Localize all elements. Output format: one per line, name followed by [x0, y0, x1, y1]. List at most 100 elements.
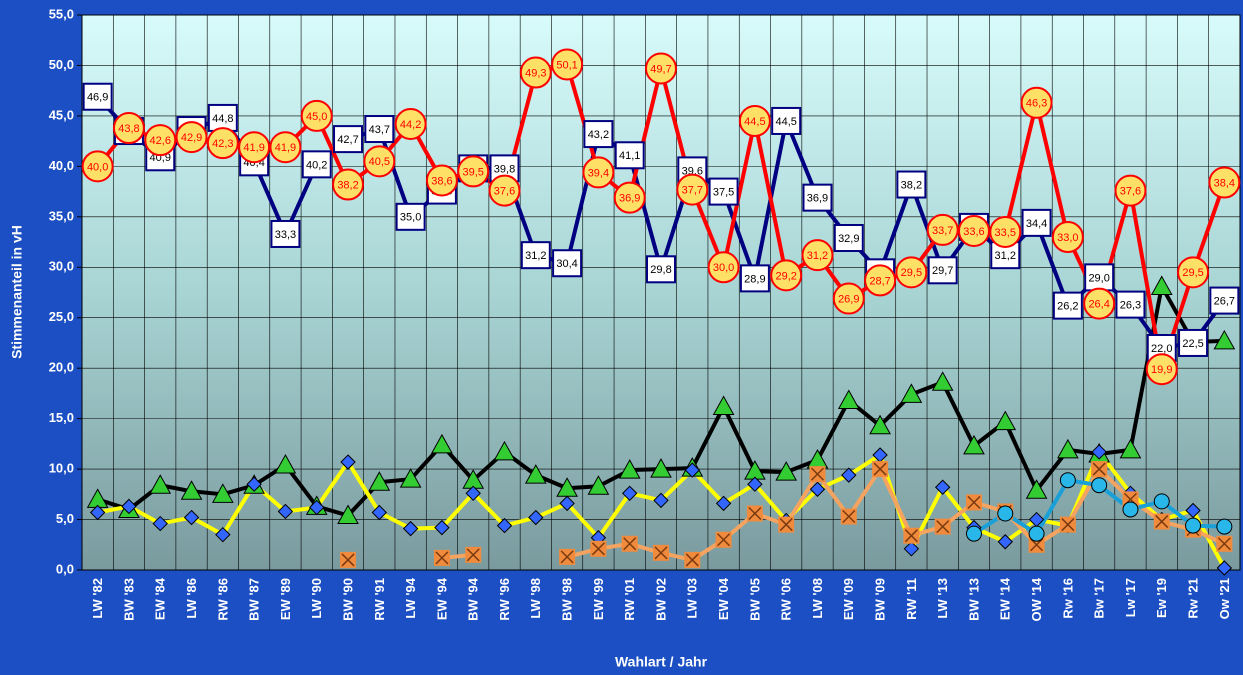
data-label: 26,3: [1120, 300, 1141, 312]
data-label: 38,6: [431, 175, 452, 187]
data-label: 31,2: [807, 250, 828, 262]
data-label: 33,3: [275, 229, 296, 241]
x-tick-label: RW '96: [497, 578, 512, 621]
marker-cross: [810, 467, 825, 481]
marker: [551, 48, 584, 81]
marker: [903, 541, 920, 557]
marker: [802, 183, 833, 212]
marker: [650, 458, 672, 478]
marker: [364, 115, 395, 144]
data-label: 40,2: [306, 159, 327, 171]
marker: [434, 519, 450, 536]
marker: [524, 464, 547, 484]
marker: [368, 471, 391, 491]
marker: [215, 526, 231, 543]
data-label: 29,5: [901, 267, 922, 279]
y-tick-label: 40,0: [49, 158, 74, 173]
data-label: 26,9: [838, 293, 859, 305]
data-label: 39,6: [682, 165, 703, 177]
data-label: 44,5: [744, 116, 765, 128]
marker: [618, 459, 641, 479]
data-label: 42,3: [212, 138, 233, 150]
data-label: 44,5: [775, 116, 796, 128]
x-tick-label: EW '84: [153, 577, 168, 620]
marker: [1083, 287, 1116, 320]
marker: [832, 282, 865, 315]
marker: [528, 509, 544, 526]
data-label: 38,2: [901, 179, 922, 191]
marker: [300, 99, 333, 132]
data-label: 28,9: [744, 273, 765, 285]
marker: [309, 499, 325, 516]
data-label: 37,5: [713, 186, 734, 198]
marker: [775, 461, 798, 481]
marker: [520, 241, 551, 270]
marker: [81, 150, 114, 183]
marker: [1119, 438, 1142, 459]
data-label: 37,7: [682, 184, 703, 196]
marker: [1021, 208, 1052, 237]
marker: [989, 215, 1022, 248]
marker: [402, 520, 419, 537]
x-tick-label: BW '94: [466, 577, 481, 621]
data-label: 29,5: [1182, 267, 1203, 279]
marker-cross: [560, 550, 574, 564]
marker: [337, 504, 359, 525]
y-tick-label: 0,0: [56, 561, 74, 576]
data-label: 26,7: [1214, 295, 1235, 307]
marker: [900, 383, 923, 403]
marker: [1150, 275, 1173, 295]
marker: [175, 121, 208, 154]
marker-cross: [435, 551, 449, 565]
data-label: 33,0: [1057, 232, 1078, 244]
data-label: 36,9: [807, 193, 828, 205]
data-label: 29,8: [650, 264, 671, 276]
x-tick-label: Rw '21: [1185, 578, 1200, 619]
x-tick-label: RW '91: [372, 578, 387, 621]
marker: [712, 395, 735, 416]
data-label: 30,4: [556, 258, 577, 270]
y-axis-title: Stimmenanteil in vH: [9, 225, 25, 359]
marker: [1208, 166, 1241, 199]
marker: [1185, 517, 1202, 534]
data-label: 49,7: [650, 63, 671, 75]
marker-cross: [873, 462, 887, 476]
x-tick-label: BW '83: [121, 578, 136, 621]
x-tick-label: LW '08: [810, 578, 825, 619]
marker: [833, 224, 864, 253]
data-label: 31,2: [995, 250, 1016, 262]
data-label: 44,2: [400, 119, 421, 131]
marker: [841, 467, 857, 483]
marker: [457, 155, 490, 188]
marker: [676, 173, 709, 206]
marker: [332, 168, 365, 201]
marker-cross: [623, 537, 637, 551]
data-label: 38,4: [1214, 177, 1235, 189]
marker: [934, 479, 951, 495]
data-label: 26,4: [1088, 299, 1109, 311]
marker: [747, 476, 763, 492]
data-label: 30,0: [713, 262, 734, 274]
data-label: 42,6: [150, 135, 171, 147]
marker: [837, 389, 860, 409]
marker: [707, 251, 740, 284]
marker: [121, 498, 137, 515]
data-label: 43,7: [369, 124, 390, 136]
marker: [1216, 518, 1233, 535]
data-label: 45,0: [306, 111, 327, 123]
marker: [493, 440, 516, 461]
x-tick-label: Ow '21: [1217, 578, 1232, 619]
marker: [1051, 221, 1084, 253]
x-tick-label: RW '11: [904, 578, 919, 620]
marker: [994, 410, 1017, 431]
marker: [1115, 290, 1146, 319]
y-tick-label: 10,0: [49, 461, 74, 476]
marker-cross: [1030, 538, 1044, 552]
data-label: 46,3: [1026, 98, 1047, 110]
marker: [274, 454, 297, 474]
marker: [997, 534, 1013, 550]
x-tick-label: LW '13: [935, 578, 950, 619]
data-label: 33,6: [963, 226, 984, 238]
category-grid: [112, 15, 1210, 570]
data-label: 32,9: [838, 233, 859, 245]
